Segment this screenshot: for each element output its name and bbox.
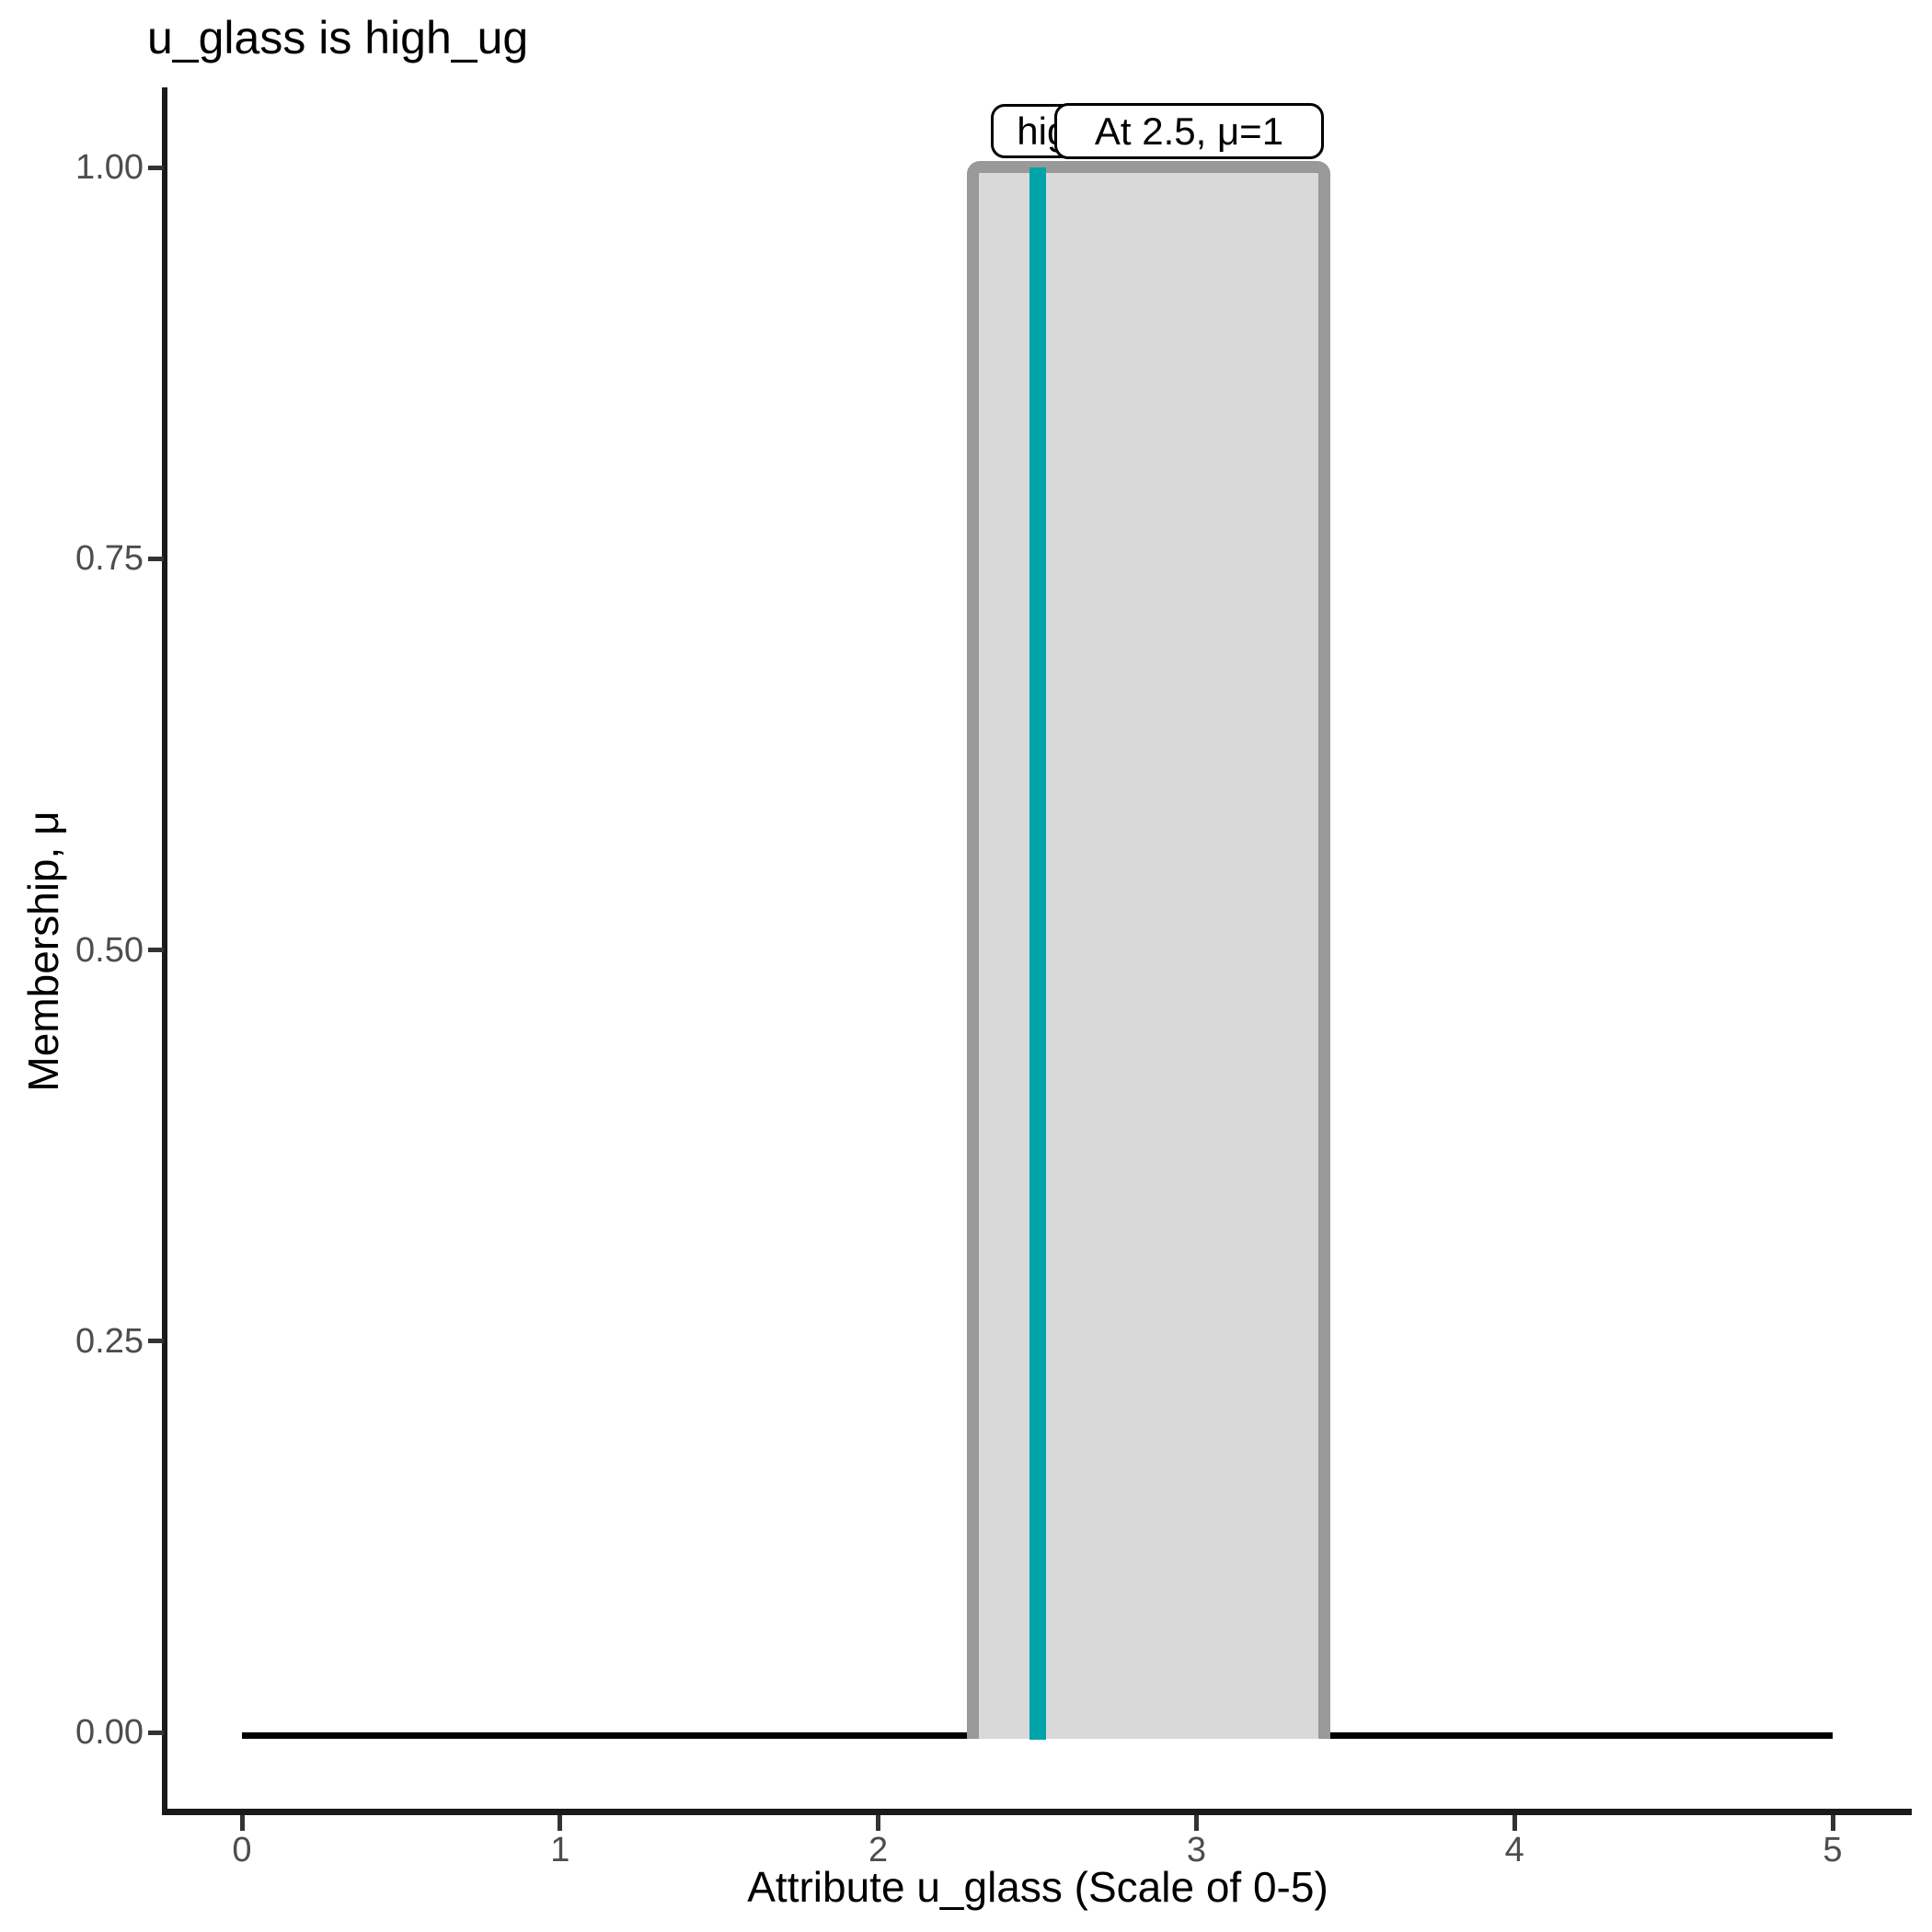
y-tick-mark — [148, 165, 164, 170]
y-axis-line — [162, 87, 167, 1815]
x-tick-mark — [1830, 1815, 1835, 1831]
y-tick-label: 0.25 — [75, 1321, 144, 1361]
x-tick-mark — [1512, 1815, 1517, 1831]
membership-value-label-box: At 2.5, μ=1 — [1054, 103, 1324, 159]
crisp-input-marker-line — [1029, 167, 1046, 1740]
x-tick-mark — [239, 1815, 245, 1831]
x-tick-mark — [876, 1815, 881, 1831]
x-tick-label: 3 — [1186, 1831, 1206, 1869]
chart-title: u_glass is high_ug — [147, 12, 529, 63]
x-axis-line — [162, 1809, 1912, 1815]
y-tick-label: 0.75 — [75, 539, 144, 579]
y-tick-label: 0.00 — [75, 1713, 144, 1752]
x-tick-label: 0 — [232, 1831, 252, 1869]
membership-value-label-text: At 2.5, μ=1 — [1094, 109, 1284, 153]
x-tick-label: 4 — [1504, 1831, 1524, 1869]
y-tick-label: 1.00 — [75, 148, 144, 187]
y-tick-label: 0.50 — [75, 930, 144, 970]
x-tick-label: 1 — [550, 1831, 570, 1869]
y-tick-mark — [148, 1730, 164, 1735]
x-tick-mark — [1193, 1815, 1199, 1831]
y-tick-mark — [148, 948, 164, 952]
y-tick-mark — [148, 1339, 164, 1344]
x-tick-mark — [558, 1815, 563, 1831]
x-axis-label: Attribute u_glass (Scale of 0-5) — [747, 1863, 1328, 1911]
x-tick-label: 5 — [1823, 1831, 1843, 1869]
y-tick-mark — [148, 556, 164, 561]
x-tick-label: 2 — [868, 1831, 889, 1869]
membership-function-rect — [967, 161, 1330, 1739]
